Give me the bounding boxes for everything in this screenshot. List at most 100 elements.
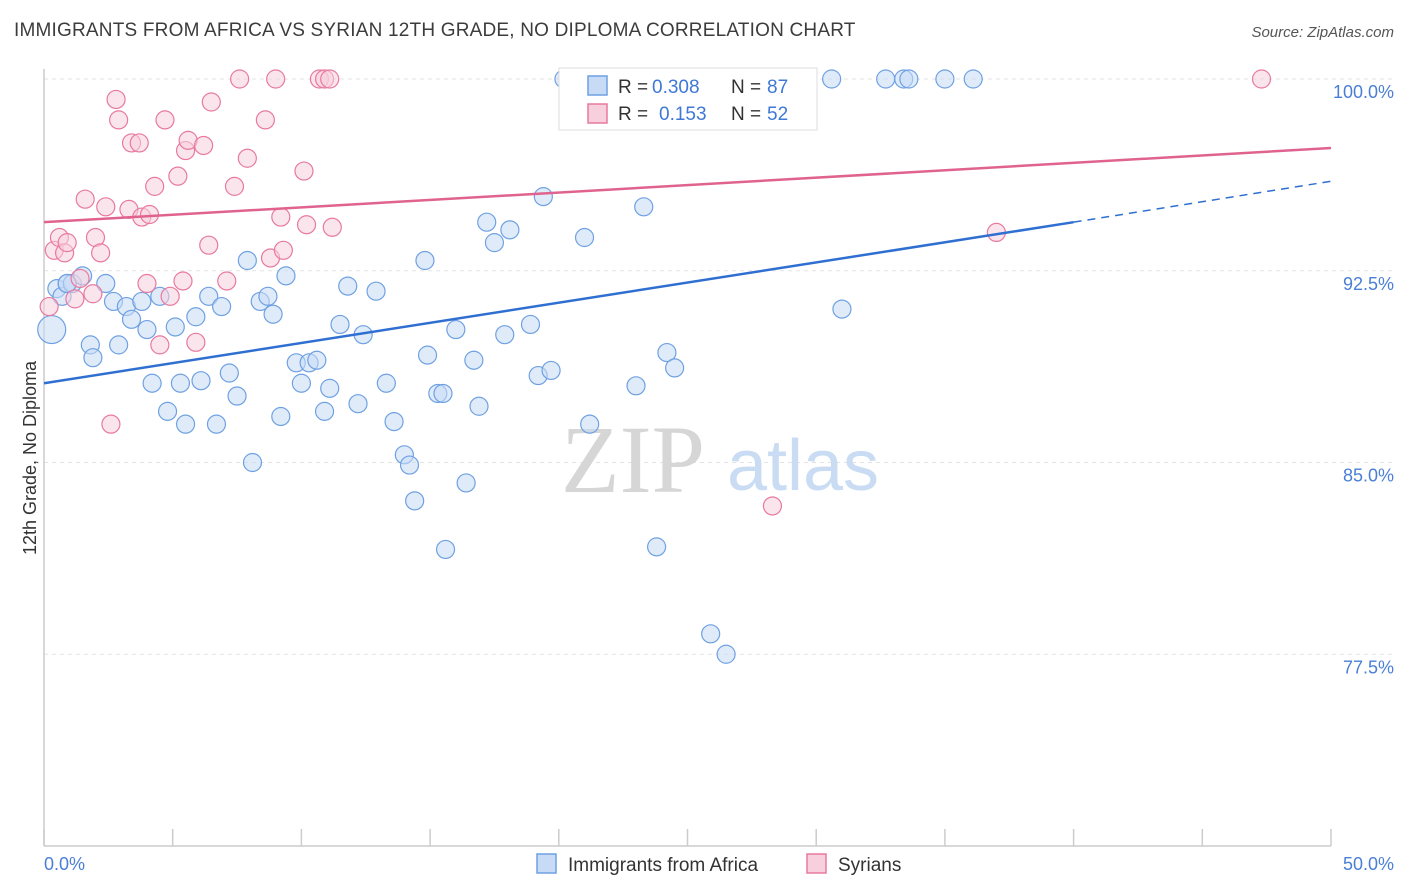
watermark-atlas: atlas — [727, 426, 879, 506]
point-immigrants-from-africa — [464, 350, 484, 370]
point-syrians — [271, 207, 291, 227]
y-tick-label: 92.5% — [1343, 274, 1394, 294]
point-immigrants-from-africa — [626, 376, 646, 396]
point-syrians — [296, 215, 317, 235]
point-syrians — [65, 289, 85, 309]
point-immigrants-from-africa — [701, 624, 721, 644]
legend-r-label-2: R = — [618, 104, 648, 125]
point-syrians — [199, 235, 219, 255]
point-syrians — [39, 296, 59, 317]
point-syrians — [160, 286, 180, 306]
point-immigrants-from-africa — [314, 401, 335, 421]
trend-line-africa — [43, 220, 1074, 385]
point-immigrants-from-africa — [175, 414, 196, 434]
point-syrians — [150, 335, 170, 355]
y-tick-label: 77.5% — [1343, 657, 1394, 677]
point-syrians — [255, 110, 275, 130]
point-immigrants-from-africa — [96, 273, 116, 294]
series-immigrants-from-africa — [37, 69, 983, 664]
point-immigrants-from-africa — [376, 373, 396, 393]
point-syrians — [168, 166, 188, 186]
source-label: Source: ZipAtlas.com — [1251, 24, 1394, 41]
point-immigrants-from-africa — [433, 383, 453, 404]
point-immigrants-from-africa — [384, 411, 404, 432]
point-immigrants-from-africa — [477, 212, 497, 232]
legend-n-label-1: N = — [731, 77, 761, 98]
point-immigrants-from-africa — [415, 250, 435, 271]
point-immigrants-from-africa — [170, 373, 191, 393]
point-syrians — [322, 217, 342, 237]
point-immigrants-from-africa — [142, 373, 162, 393]
point-immigrants-from-africa — [276, 266, 296, 286]
point-immigrants-from-africa — [330, 314, 350, 335]
chart-title: IMMIGRANTS FROM AFRICA VS SYRIAN 12TH GR… — [14, 20, 856, 41]
point-immigrants-from-africa — [520, 314, 541, 335]
point-immigrants-from-africa — [495, 325, 515, 345]
y-tick-labels: 77.5% 85.0% 92.5% 100.0% — [1333, 82, 1394, 677]
series-syrians — [39, 69, 1272, 516]
legend-swatch-blue — [587, 75, 608, 96]
point-immigrants-from-africa — [212, 296, 232, 317]
point-immigrants-from-africa — [963, 69, 983, 89]
point-immigrants-from-africa — [399, 455, 420, 475]
bottom-legend-swatch-pink — [806, 853, 827, 874]
point-syrians — [224, 176, 245, 196]
point-syrians — [237, 148, 257, 168]
bottom-legend-label-africa: Immigrants from Africa — [568, 855, 758, 876]
trend-line-syrians — [43, 146, 1332, 224]
point-immigrants-from-africa — [417, 345, 438, 365]
point-syrians — [57, 233, 77, 253]
legend-n-value-1: 87 — [767, 77, 788, 98]
point-immigrants-from-africa — [484, 233, 505, 253]
point-immigrants-from-africa — [348, 394, 368, 414]
point-syrians — [70, 268, 90, 289]
point-immigrants-from-africa — [665, 358, 685, 378]
legend-n-label-2: N = — [731, 104, 761, 125]
point-syrians — [83, 284, 103, 304]
point-syrians — [266, 69, 286, 89]
watermark: ZIP atlas — [561, 406, 879, 513]
point-immigrants-from-africa — [307, 350, 327, 370]
point-immigrants-from-africa — [574, 227, 595, 248]
point-immigrants-from-africa — [227, 386, 247, 406]
bottom-legend: Immigrants from Africa Syrians — [536, 853, 901, 876]
x-tick-label-min: 0.0% — [44, 854, 85, 874]
point-syrians — [75, 189, 95, 209]
bottom-legend-swatch-blue — [536, 853, 557, 874]
point-syrians — [193, 135, 214, 156]
point-immigrants-from-africa — [132, 291, 152, 312]
point-immigrants-from-africa — [219, 363, 239, 383]
point-syrians — [155, 110, 175, 130]
point-immigrants-from-africa — [634, 197, 654, 217]
point-immigrants-from-africa — [37, 314, 67, 345]
point-immigrants-from-africa — [258, 286, 278, 306]
point-immigrants-from-africa — [580, 414, 600, 434]
point-immigrants-from-africa — [469, 396, 489, 416]
trend-lines — [43, 146, 1332, 385]
point-immigrants-from-africa — [935, 69, 955, 89]
point-immigrants-from-africa — [899, 69, 919, 89]
point-immigrants-from-africa — [446, 319, 466, 340]
point-immigrants-from-africa — [291, 373, 311, 393]
point-syrians — [137, 273, 157, 294]
point-immigrants-from-africa — [832, 299, 852, 319]
point-immigrants-from-africa — [242, 452, 263, 473]
point-immigrants-from-africa — [405, 491, 425, 511]
point-immigrants-from-africa — [109, 335, 129, 355]
point-syrians — [201, 92, 221, 112]
legend-r-value-1: 0.308 — [652, 77, 700, 98]
point-syrians — [91, 243, 111, 263]
point-immigrants-from-africa — [121, 309, 142, 329]
y-axis-label: 12th Grade, No Diploma — [20, 360, 40, 555]
point-syrians — [109, 110, 129, 130]
point-syrians — [294, 161, 314, 181]
y-tick-label: 85.0% — [1343, 466, 1394, 486]
point-immigrants-from-africa — [541, 360, 561, 381]
point-syrians — [173, 271, 193, 291]
point-immigrants-from-africa — [271, 406, 291, 427]
point-syrians — [101, 414, 121, 434]
trend-line-africa-extension — [1073, 180, 1332, 223]
point-immigrants-from-africa — [647, 537, 667, 557]
point-immigrants-from-africa — [137, 319, 157, 340]
y-tick-label: 100.0% — [1333, 82, 1394, 102]
